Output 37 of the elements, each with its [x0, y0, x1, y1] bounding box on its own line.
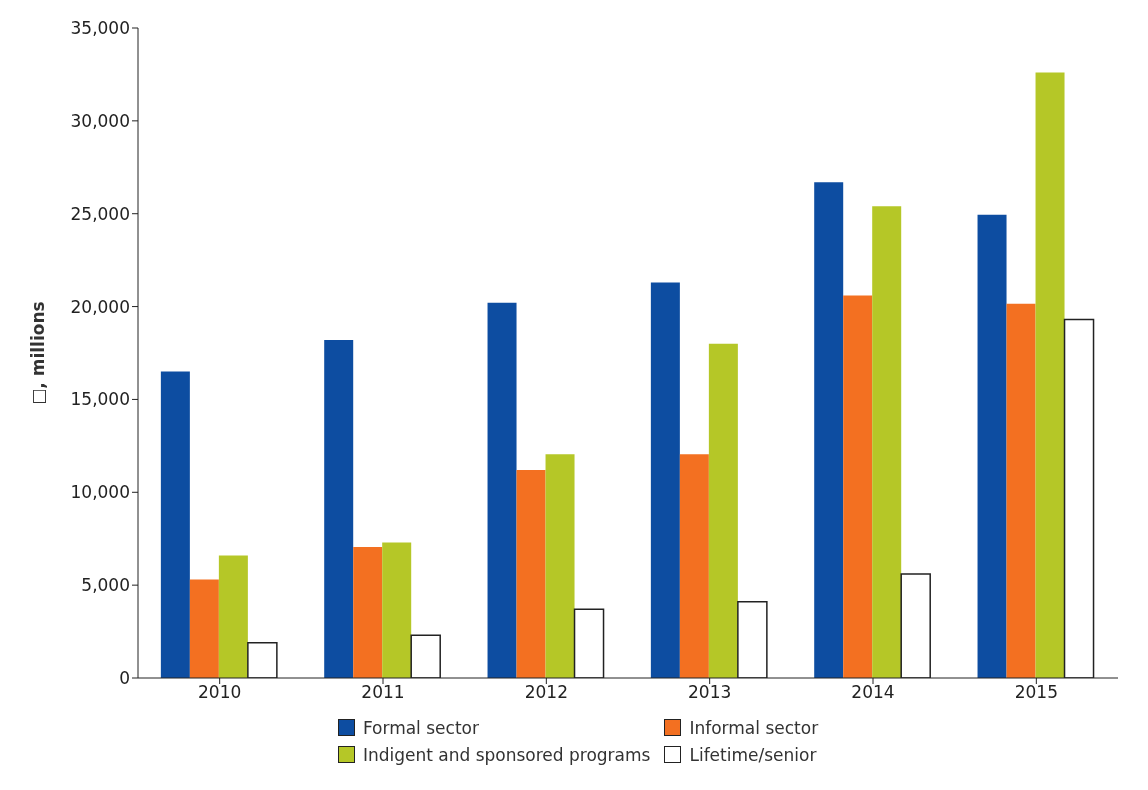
bar [487, 302, 517, 678]
y-axis-title: □, millions [28, 301, 49, 405]
legend-label: Lifetime/senior [689, 744, 817, 765]
bar [218, 555, 248, 678]
bar [708, 343, 738, 678]
bar [679, 454, 709, 678]
x-tick-label: 2014 [851, 682, 895, 703]
bar [516, 470, 546, 678]
y-tick-label: 35,000 [70, 18, 130, 39]
x-tick-label: 2013 [688, 682, 732, 703]
bar [872, 206, 902, 678]
bar [843, 295, 873, 678]
bar [545, 454, 575, 678]
bar [650, 282, 680, 678]
bar [814, 182, 844, 678]
bar [977, 214, 1007, 678]
bar [324, 340, 354, 678]
y-tick-label: 5,000 [81, 575, 130, 596]
y-tick-label: 30,000 [70, 110, 130, 131]
bar [1035, 72, 1065, 678]
y-tick-label: 25,000 [70, 203, 130, 224]
y-tick-label: 0 [119, 668, 130, 689]
bar [1006, 303, 1036, 678]
y-tick-label: 15,000 [70, 389, 130, 410]
legend-label: Informal sector [689, 717, 819, 738]
bar [160, 371, 190, 678]
x-tick-label: 2012 [524, 682, 568, 703]
legend-label: Indigent and sponsored programs [362, 744, 651, 765]
x-tick-label: 2015 [1014, 682, 1058, 703]
y-tick-label: 20,000 [70, 296, 130, 317]
bar [189, 579, 219, 678]
x-tick-label: 2011 [361, 682, 405, 703]
bar [382, 542, 412, 678]
x-tick-label: 2010 [198, 682, 242, 703]
bar [353, 547, 383, 678]
legend-label: Formal sector [362, 717, 479, 738]
y-tick-label: 10,000 [70, 482, 130, 503]
